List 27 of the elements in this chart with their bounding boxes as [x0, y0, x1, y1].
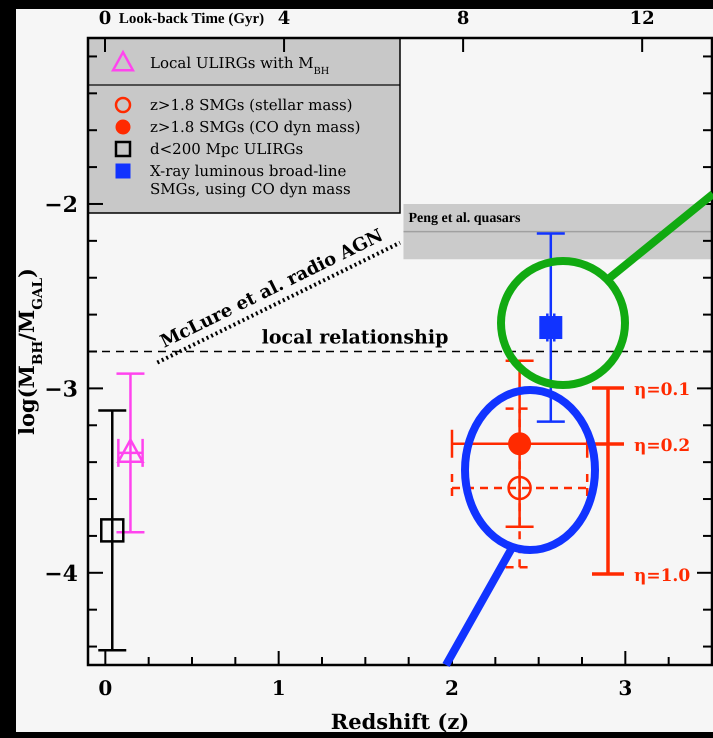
legend-label: z>1.8 SMGs (stellar mass): [150, 96, 353, 114]
y-tick-label: −3: [44, 376, 78, 402]
legend-label: z>1.8 SMGs (CO dyn mass): [150, 118, 360, 136]
annotation: η=1.0: [634, 566, 690, 586]
x2-tick-label: 4: [278, 8, 290, 29]
x-tick-label: 1: [272, 676, 286, 700]
point: [539, 316, 562, 340]
annotation: η=0.1: [634, 380, 690, 400]
x-tick-label: 3: [618, 676, 632, 700]
x-tick-label: 0: [98, 676, 112, 700]
x-tick-label: 2: [445, 676, 459, 700]
x2-tick-label: 12: [630, 8, 655, 29]
annotation: η=0.2: [634, 436, 690, 456]
legend-label: Local ULIRGs with M$_{BH}$: [150, 54, 330, 76]
x2-tick-label: 8: [456, 8, 470, 29]
series-label: Peng et al. quasars: [408, 210, 522, 226]
x2-tick-label: 0: [98, 8, 112, 29]
y-tick-label: −4: [44, 560, 78, 587]
point: [508, 432, 532, 456]
x-axis-title: Redshift (z): [330, 709, 470, 734]
legend-label: d<200 Mpc ULIRGs: [150, 140, 304, 158]
point: [507, 476, 532, 500]
ref-line-label: local relationship: [262, 326, 448, 348]
point: [100, 518, 125, 543]
y-tick-label: −2: [44, 192, 78, 218]
x2-axis-title: Look-back Time (Gyr): [118, 11, 264, 27]
legend-label: X-ray luminous broad-line SMGs, using CO dyn mass: [150, 162, 351, 198]
